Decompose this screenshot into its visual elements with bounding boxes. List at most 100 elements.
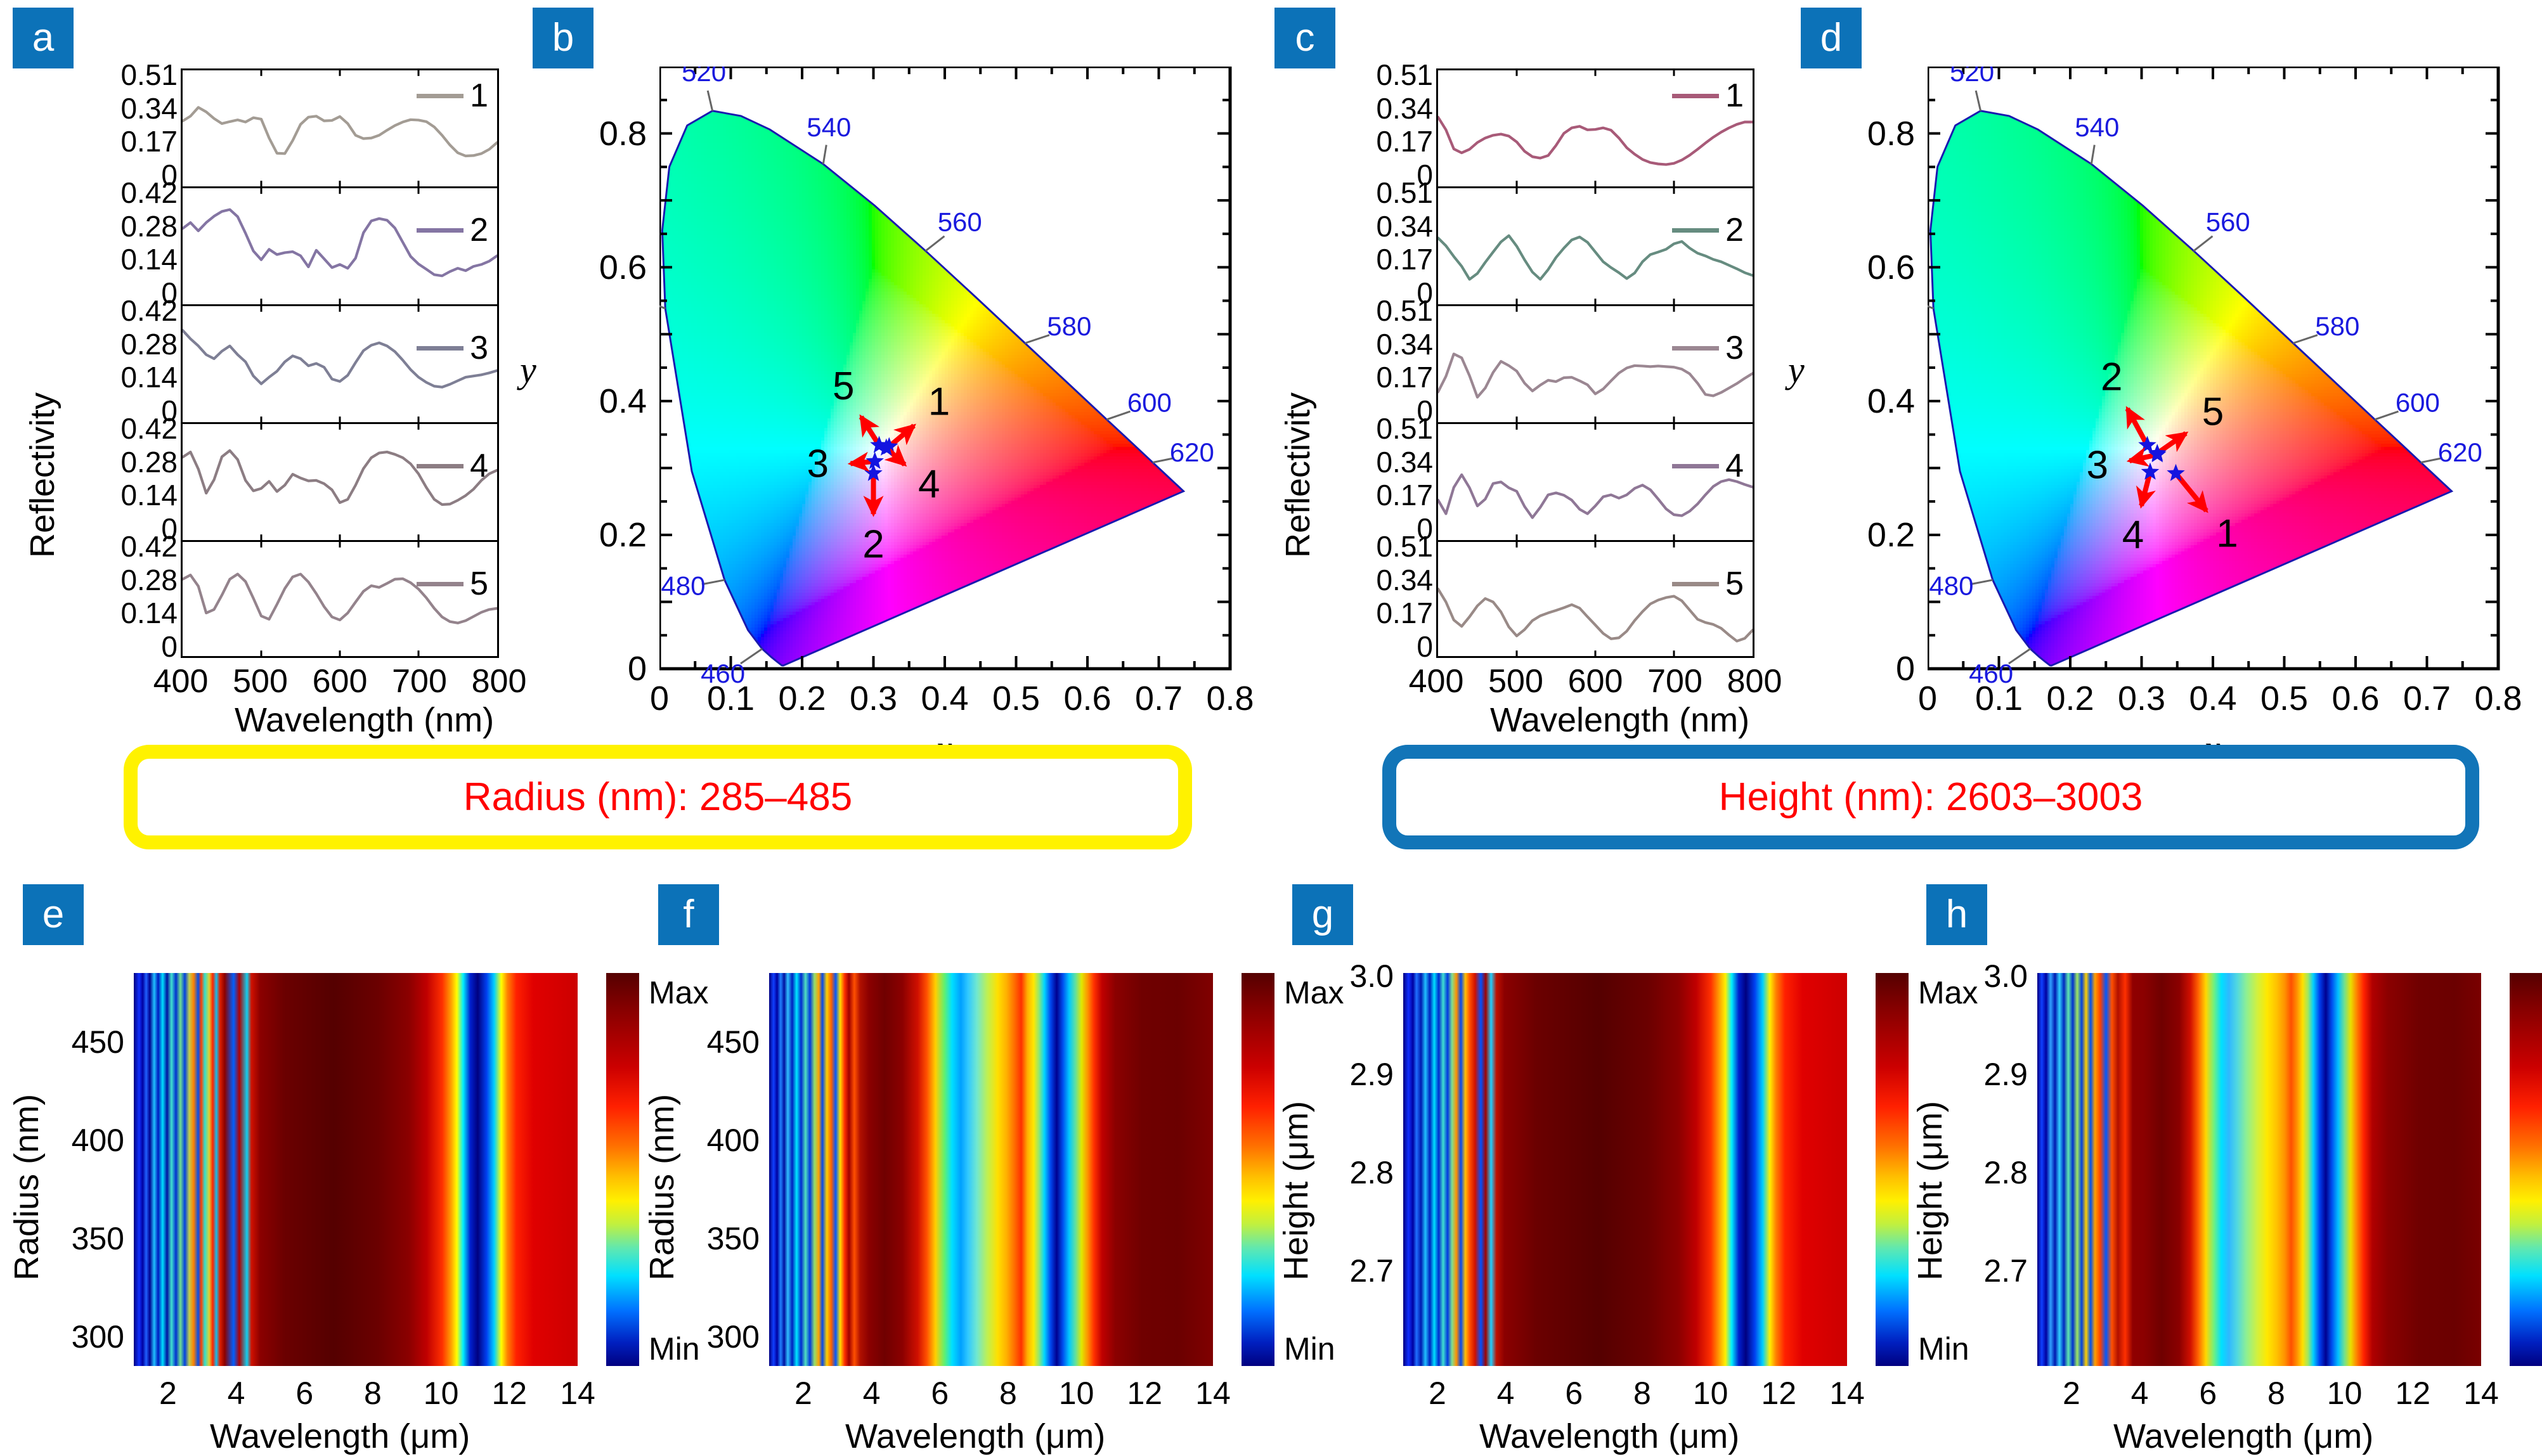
wavelength-label-540: 540 bbox=[2075, 112, 2119, 142]
cie-x-tick-label: 0.6 bbox=[2331, 679, 2379, 718]
heatmap-y-axis-title: Radius (nm) bbox=[642, 1094, 682, 1280]
colorbar bbox=[1876, 973, 1909, 1366]
heatmap-y-axis-title: Height (μm) bbox=[1276, 1101, 1316, 1280]
y-tick-label: 0.14 bbox=[120, 480, 178, 510]
wavelength-label-580: 580 bbox=[2315, 311, 2359, 341]
wavelength-label-480: 480 bbox=[661, 571, 705, 601]
y-tick-label: 0.17 bbox=[1376, 127, 1433, 156]
cie-x-tick-label: 0.4 bbox=[2189, 679, 2236, 718]
heatmap-x-tick-label: 14 bbox=[2463, 1375, 2499, 1412]
cie-x-tick-label: 0.8 bbox=[2474, 679, 2522, 718]
legend-label: 3 bbox=[1725, 332, 1744, 364]
cie-x-tick-label: 0.1 bbox=[1975, 679, 2023, 718]
heatmap-x-tick-label: 10 bbox=[1059, 1375, 1094, 1412]
y-tick-label: 0.51 bbox=[1376, 178, 1433, 207]
panel-a-x-axis-title: Wavelength (nm) bbox=[235, 700, 494, 740]
heatmap-x-tick-label: 2 bbox=[2063, 1375, 2080, 1412]
heatmap-y-axis-title: Height (μm) bbox=[1910, 1101, 1950, 1280]
heatmap-x-axis-title: Wavelength (μm) bbox=[210, 1417, 470, 1456]
y-tick-label: 0.34 bbox=[120, 94, 178, 123]
y-tick-label: 0.42 bbox=[120, 178, 178, 207]
y-tick-label: 0.42 bbox=[120, 414, 178, 443]
y-tick-label: 0 bbox=[161, 632, 178, 661]
legend-label: 5 bbox=[470, 567, 488, 600]
y-tick-label: 0.34 bbox=[1376, 330, 1433, 359]
x-tick-label: 800 bbox=[472, 662, 527, 700]
heatmap-image bbox=[134, 973, 578, 1366]
callout-radius-range: Radius (nm): 285–485 bbox=[124, 745, 1192, 849]
legend-swatch bbox=[417, 464, 464, 468]
heatmap-y-axis-title: Radius (nm) bbox=[7, 1094, 46, 1280]
heatmap-x-tick-label: 10 bbox=[2327, 1375, 2363, 1412]
heatmap-x-tick-label: 14 bbox=[560, 1375, 595, 1412]
colorbar-min-label: Min bbox=[1284, 1330, 1335, 1367]
wavelength-label-520: 520 bbox=[1950, 67, 1994, 87]
y-tick-label: 0.34 bbox=[1376, 212, 1433, 241]
y-tick-label: 0.17 bbox=[1376, 245, 1433, 274]
x-tick-label: 600 bbox=[1568, 662, 1623, 700]
y-tick-label: 0.14 bbox=[120, 363, 178, 392]
cie-x-tick-label: 0.7 bbox=[2403, 679, 2451, 718]
panel-d-cie-diagram: 4604805005205405605806006201234500.10.20… bbox=[1928, 67, 2542, 786]
panel-c-x-axis-title: Wavelength (nm) bbox=[1490, 700, 1749, 740]
heatmap-x-tick-label: 8 bbox=[364, 1375, 382, 1412]
y-tick-label: 0.14 bbox=[120, 245, 178, 274]
heatmap-x-tick-label: 8 bbox=[2267, 1375, 2285, 1412]
cie-x-tick-label: 0.5 bbox=[992, 679, 1040, 718]
y-tick-label: 0 bbox=[1417, 632, 1433, 661]
y-tick-label: 0.51 bbox=[1376, 414, 1433, 443]
panel-label-h: h bbox=[1926, 884, 1987, 945]
heatmap-x-tick-label: 10 bbox=[424, 1375, 459, 1412]
colorbar bbox=[606, 973, 639, 1366]
point-label-4: 4 bbox=[2122, 513, 2144, 557]
heatmap-x-tick-label: 10 bbox=[1693, 1375, 1728, 1412]
panel-label-c: c bbox=[1274, 8, 1335, 68]
cie-x-tick-label: 0.8 bbox=[1206, 679, 1254, 718]
x-tick-label: 800 bbox=[1727, 662, 1782, 700]
heatmap-x-tick-label: 4 bbox=[2131, 1375, 2149, 1412]
legend-label: 1 bbox=[1725, 79, 1744, 112]
callout-height-text: Height (nm): 2603–3003 bbox=[1719, 775, 2143, 820]
wavelength-label-520: 520 bbox=[682, 67, 726, 87]
panel-label-a: a bbox=[13, 8, 74, 68]
cie-x-tick-label: 0.7 bbox=[1135, 679, 1183, 718]
panel-label-f: f bbox=[658, 884, 719, 945]
y-tick-label: 0.42 bbox=[120, 532, 178, 561]
point-label-5: 5 bbox=[833, 364, 854, 408]
legend-4: 4 bbox=[417, 449, 488, 482]
spectrum-subplot-5: 5 bbox=[1436, 540, 1754, 658]
legend-label: 1 bbox=[470, 79, 488, 112]
y-tick-label: 0.17 bbox=[120, 127, 178, 156]
heatmap-image bbox=[769, 973, 1213, 1366]
cie-y-tick-label: 0.6 bbox=[1851, 248, 1915, 287]
callout-radius-text: Radius (nm): 285–485 bbox=[464, 775, 852, 820]
wavelength-label-600: 600 bbox=[1127, 388, 1172, 418]
heatmap-x-tick-label: 2 bbox=[159, 1375, 177, 1412]
legend-5: 5 bbox=[417, 567, 488, 600]
y-tick-label: 0.42 bbox=[120, 296, 178, 325]
heatmap-y-tick-label: 2.9 bbox=[1936, 1056, 2028, 1093]
cie-x-tick-label: 0.5 bbox=[2260, 679, 2308, 718]
cie-y-axis-title: y bbox=[1788, 349, 1805, 391]
legend-label: 4 bbox=[1725, 449, 1744, 482]
colorbar bbox=[1242, 973, 1274, 1366]
y-tick-label: 0.28 bbox=[120, 212, 178, 241]
y-tick-label: 0.51 bbox=[1376, 532, 1433, 561]
point-label-3: 3 bbox=[2087, 444, 2108, 487]
panel-label-e: e bbox=[23, 884, 84, 945]
x-tick-label: 600 bbox=[313, 662, 368, 700]
y-tick-label: 0.34 bbox=[1376, 448, 1433, 477]
legend-1: 1 bbox=[417, 79, 488, 112]
heatmap-x-tick-label: 14 bbox=[1829, 1375, 1865, 1412]
wavelength-label-620: 620 bbox=[2438, 437, 2482, 467]
y-tick-label: 0.17 bbox=[1376, 363, 1433, 392]
spectrum-subplot-1: 1 bbox=[181, 68, 499, 186]
cie-x-tick-label: 0 bbox=[650, 679, 669, 718]
heatmap-x-tick-label: 4 bbox=[863, 1375, 881, 1412]
cie-x-tick-label: 0.6 bbox=[1063, 679, 1111, 718]
y-tick-label: 0.28 bbox=[120, 565, 178, 595]
heatmap-x-axis-title: Wavelength (μm) bbox=[845, 1417, 1105, 1456]
point-label-3: 3 bbox=[807, 442, 829, 486]
heatmap-x-axis-title: Wavelength (μm) bbox=[2113, 1417, 2373, 1456]
heatmap-x-tick-label: 8 bbox=[1633, 1375, 1651, 1412]
